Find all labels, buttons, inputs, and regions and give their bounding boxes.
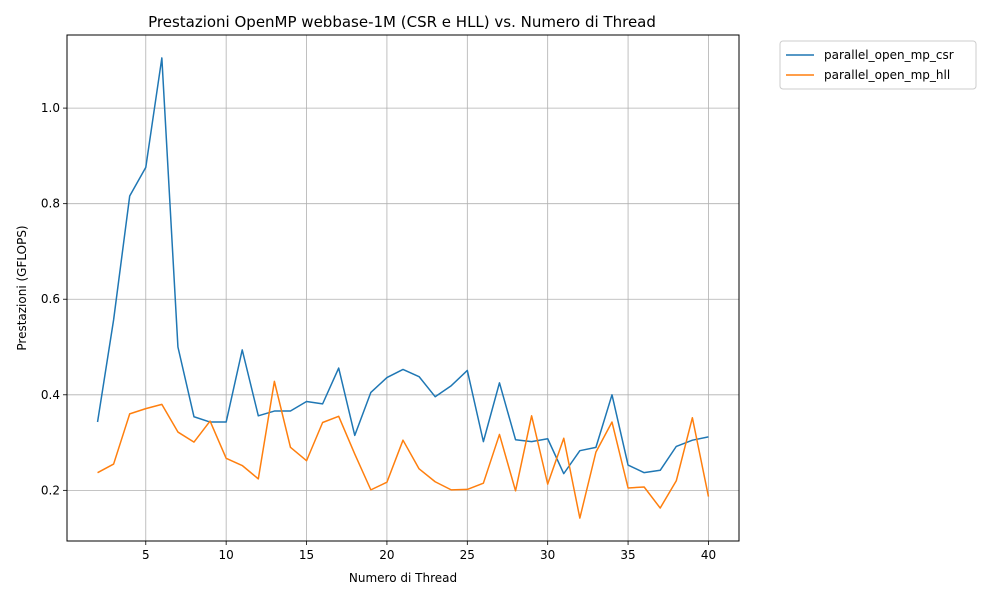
series-line-parallel_open_mp_csr [96,57,709,475]
x-tick-label: 20 [379,548,394,562]
x-tick-label: 5 [142,548,150,562]
x-tick-label: 35 [620,548,635,562]
y-tick-label: 1.0 [41,101,60,115]
legend-label-parallel_open_mp_csr: parallel_open_mp_csr [824,48,954,62]
grid [67,35,739,541]
plot-frame [66,34,740,542]
series-line-parallel_open_mp_hll [97,380,710,519]
x-tick-label: 10 [219,548,234,562]
chart-title: Prestazioni OpenMP webbase-1M (CSR e HLL… [148,13,656,31]
y-axis-label: Prestazioni (GFLOPS) [15,225,29,350]
y-tick-label: 0.8 [41,197,60,211]
y-tick-label: 0.6 [41,292,60,306]
series-layer [96,57,710,519]
legend-box [779,40,977,90]
ticks: 5 10 15 20 25 30 35 40 0.2 0.4 0.6 0.8 1.0 [41,101,716,562]
y-tick-label: 0.4 [41,388,60,402]
x-tick-label: 25 [460,548,475,562]
legend-label-parallel_open_mp_hll: parallel_open_mp_hll [824,68,950,82]
y-tick-label: 0.2 [41,483,60,497]
legend: parallel_open_mp_csr parallel_open_mp_hll [779,40,977,90]
x-axis-label: Numero di Thread [349,571,457,585]
x-tick-label: 40 [701,548,716,562]
x-tick-label: 30 [540,548,555,562]
x-tick-label: 15 [299,548,314,562]
